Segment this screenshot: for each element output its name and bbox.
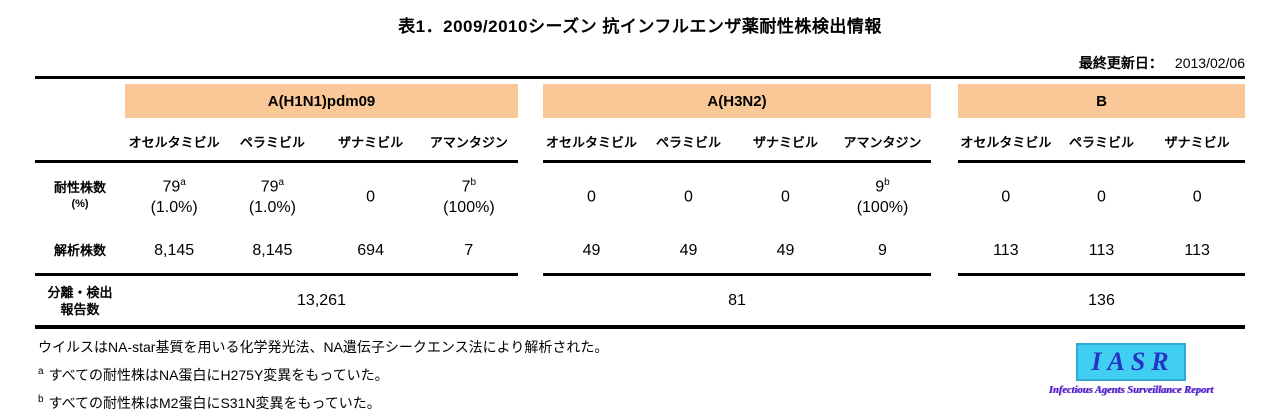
group-header-h3n2: A(H3N2)	[543, 84, 931, 118]
reported-rule-group1	[35, 273, 518, 276]
analyzed-cell: 8,145	[252, 241, 293, 259]
resistant-cell: 79a (1.0%)	[248, 177, 296, 216]
analyzed-row-group3: 113 113 113	[958, 228, 1245, 273]
resistant-cell: 0	[366, 188, 376, 206]
column-header-drug: オセルタミビル	[545, 134, 637, 150]
page-title: 表1．2009/2010シーズン 抗インフルエンザ薬耐性株検出情報	[398, 17, 882, 36]
resistant-row-group3: 0 0 0	[958, 163, 1245, 228]
iasr-logo: IASR Infectious Agents Surveillance Repo…	[1045, 343, 1217, 396]
column-header-drug: オセルタミビル	[960, 134, 1052, 150]
footnote-a-marker: a	[38, 366, 44, 378]
footnote-a: a すべての耐性株はNA蛋白にH275Y変異をもっていた。	[38, 366, 389, 383]
resistant-cell: 0	[1097, 188, 1106, 206]
resistant-cell: 9b (100%)	[856, 177, 909, 216]
resistant-row-group2: 0 0 0 9b (100%)	[543, 163, 931, 228]
iasr-logo-acronym: IASR	[1091, 347, 1175, 376]
column-header-drug: アマンタジン	[429, 134, 508, 150]
analyzed-cell: 49	[679, 241, 698, 259]
reported-rule-group3	[958, 273, 1245, 276]
column-header-drug: オセルタミビル	[128, 134, 220, 150]
resistant-cell: 79a (1.0%)	[150, 177, 198, 216]
table-bottom-rule	[35, 325, 1245, 329]
table-top-rule	[35, 76, 1245, 79]
group-header-b: B	[958, 84, 1245, 118]
analyzed-cell: 9	[878, 241, 887, 259]
iasr-logo-tagline: Infectious Agents Surveillance Report	[1048, 385, 1214, 396]
reported-rule-group2	[543, 273, 931, 276]
row-label-resistant-count: 耐性株数 (%)	[53, 179, 106, 210]
group-header-h1n1pdm09: A(H1N1)pdm09	[125, 84, 518, 118]
drug-header-row-group3: オセルタミビル ペラミビル ザナミビル	[958, 122, 1245, 160]
analyzed-cell: 694	[357, 241, 384, 259]
column-header-drug: ザナミビル	[752, 134, 818, 150]
last-updated-date: 2013/02/06	[1174, 55, 1245, 71]
column-header-drug: アマンタジン	[843, 134, 922, 150]
resistant-cell: 0	[587, 188, 596, 206]
subheader-rule-group2	[543, 160, 931, 163]
column-header-drug: ザナミビル	[1164, 134, 1230, 150]
analyzed-cell: 8,145	[154, 241, 195, 259]
subheader-rule-group1	[35, 160, 518, 163]
analyzed-row-group2: 49 49 49 9	[543, 228, 931, 273]
subheader-rule-group3	[958, 160, 1245, 163]
analyzed-cell: 7	[464, 241, 474, 259]
row-label-reported-count: 分離・検出 報告数	[47, 284, 113, 317]
reported-cell-group1: 13,261	[297, 291, 346, 309]
analyzed-cell: 49	[776, 241, 795, 259]
column-header-drug: ペラミビル	[239, 134, 305, 150]
column-header-drug: ザナミビル	[338, 134, 404, 150]
drug-header-row-group2: オセルタミビル ペラミビル ザナミビル アマンタジン	[543, 122, 931, 160]
resistant-cell: 0	[781, 188, 790, 206]
column-header-drug: ペラミビル	[1069, 134, 1135, 150]
last-updated: 最終更新日： 2013/02/06	[1079, 53, 1245, 73]
resistant-row-group1: 79a (1.0%) 79a (1.0%) 0 7b (100%)	[125, 163, 518, 228]
footnote-b: b すべての耐性株はM2蛋白にS31N変異をもっていた。	[38, 394, 381, 411]
footnote-b-marker: b	[38, 394, 44, 406]
analyzed-cell: 113	[1088, 241, 1115, 259]
reported-cell-group2: 81	[728, 291, 746, 309]
iasr-logo-box: IASR	[1076, 343, 1186, 381]
drug-header-row-group1: オセルタミビル ペラミビル ザナミビル アマンタジン	[125, 122, 518, 160]
resistant-cell: 0	[1192, 188, 1202, 206]
analyzed-cell: 49	[582, 241, 601, 259]
last-updated-label: 最終更新日：	[1078, 55, 1163, 71]
column-header-drug: ペラミビル	[655, 134, 721, 150]
resistant-cell: 7b (100%)	[443, 177, 495, 216]
analyzed-row-group1: 8,145 8,145 694 7	[125, 228, 518, 273]
resistant-cell: 0	[684, 188, 693, 206]
reported-cell-group3: 136	[1088, 291, 1115, 309]
analyzed-cell: 113	[993, 241, 1019, 259]
resistant-cell: 0	[1001, 188, 1011, 206]
row-label-analyzed-count: 解析株数	[53, 243, 106, 258]
analyzed-cell: 113	[1184, 241, 1210, 259]
footnote-method: ウイルスはNA-star基質を用いる化学発光法、NA遺伝子シークエンス法により解…	[38, 339, 609, 355]
